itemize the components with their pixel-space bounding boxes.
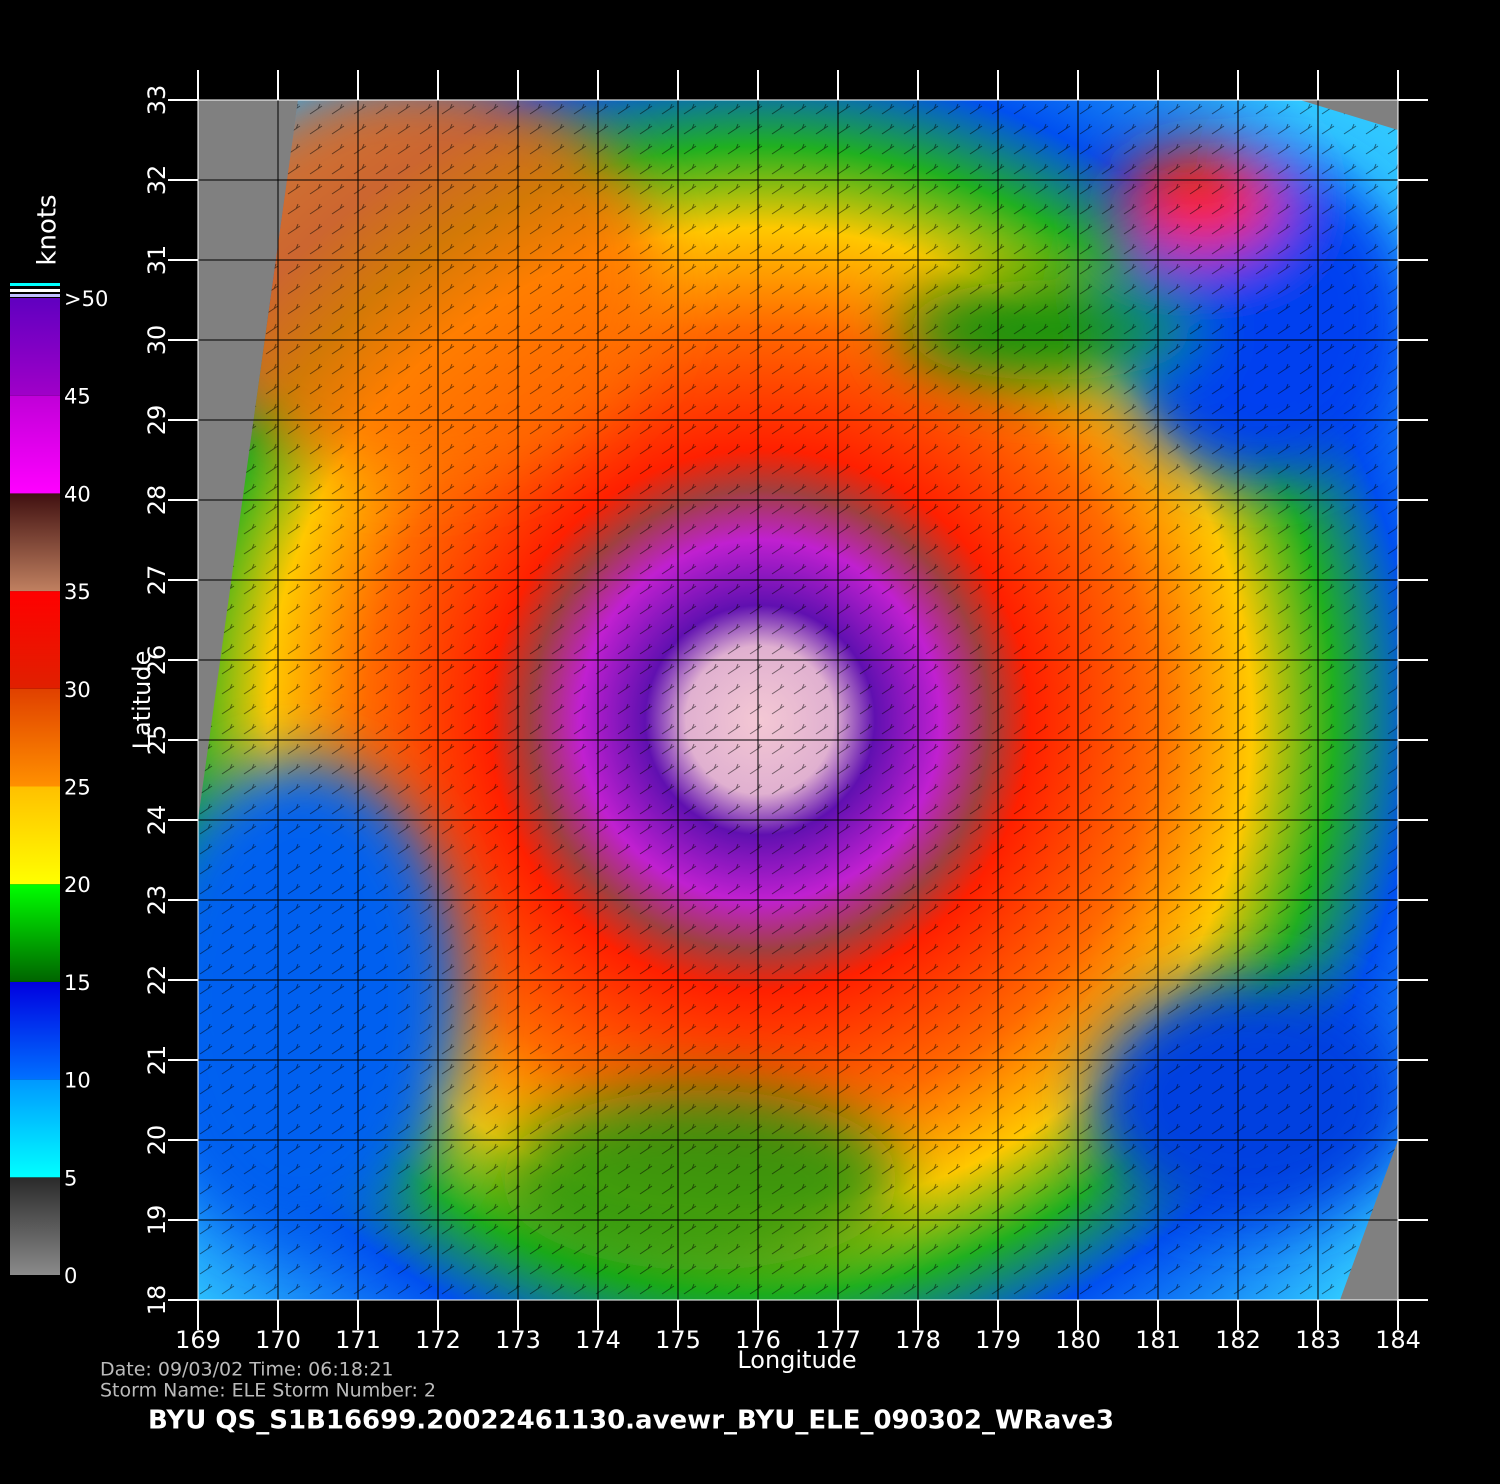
colorbar-tick-label: 35 (64, 580, 91, 604)
colorbar-tick-label: 0 (64, 1264, 77, 1288)
colorbar-cap (10, 294, 60, 297)
x-tick-label: 173 (495, 1326, 541, 1354)
x-tick-label: 172 (415, 1326, 461, 1354)
y-tick-label: 30 (143, 325, 171, 356)
y-tick-label: 32 (143, 165, 171, 196)
file-name: BYU QS_S1B16699.20022461130.avewr_BYU_EL… (148, 1406, 1114, 1436)
x-tick-label: 169 (175, 1326, 221, 1354)
y-tick-label: 18 (143, 1285, 171, 1316)
y-tick-label: 22 (143, 965, 171, 996)
y-tick-label: 25 (143, 725, 171, 756)
x-tick-label: 177 (815, 1326, 861, 1354)
colorbar-tick-label: 45 (64, 385, 91, 409)
x-tick-label: 179 (975, 1326, 1021, 1354)
colorbar-segment (10, 688, 60, 787)
x-tick-label: 181 (1135, 1326, 1181, 1354)
x-tick-label: 180 (1055, 1326, 1101, 1354)
colorbar-segment (10, 884, 60, 982)
colorbar-tick-label: 40 (64, 482, 91, 506)
colorbar-tick-label: 10 (64, 1069, 91, 1093)
x-tick-label: 182 (1215, 1326, 1261, 1354)
x-tick-label: 174 (575, 1326, 621, 1354)
y-axis-label: Latitude (128, 651, 156, 750)
y-tick-label: 21 (143, 1045, 171, 1076)
colorbar-cap (10, 289, 60, 292)
y-tick-label: 20 (143, 1125, 171, 1156)
y-tick-label: 26 (143, 645, 171, 676)
colorbar-segment (10, 591, 60, 689)
y-tick-label: 27 (143, 565, 171, 596)
x-tick-label: 176 (735, 1326, 781, 1354)
y-tick-label: 24 (143, 805, 171, 836)
colorbar-tick-label: 20 (64, 873, 91, 897)
colorbar-segment (10, 1177, 60, 1275)
x-tick-label: 170 (255, 1326, 301, 1354)
colorbar-tick-label: 15 (64, 971, 91, 995)
colorbar-label: knots (33, 194, 63, 265)
colorbar-segment (10, 298, 60, 396)
y-tick-label: 33 (143, 85, 171, 116)
colorbar-segment (10, 1079, 60, 1178)
colorbar-tick-label: >50 (64, 287, 108, 311)
x-axis-label: Longitude (737, 1346, 856, 1374)
date-line: Date: 09/03/02 Time: 06:18:21 (100, 1359, 394, 1381)
y-tick-label: 19 (143, 1205, 171, 1236)
colorbar-segment (10, 786, 60, 885)
y-tick-label: 28 (143, 485, 171, 516)
x-tick-label: 183 (1295, 1326, 1341, 1354)
x-tick-label: 171 (335, 1326, 381, 1354)
colorbar-segment (10, 981, 60, 1080)
imagery (198, 100, 1398, 1300)
colorbar-segment (10, 493, 60, 592)
colorbar-tick-label: 5 (64, 1166, 77, 1190)
y-tick-label: 29 (143, 405, 171, 436)
plot-frame (197, 99, 1399, 1301)
x-tick-label: 184 (1375, 1326, 1421, 1354)
colorbar-tick-label: 30 (64, 678, 91, 702)
colorbar-segment (10, 395, 60, 494)
y-tick-label: 23 (143, 885, 171, 916)
storm-line: Storm Name: ELE Storm Number: 2 (100, 1380, 436, 1402)
colorbar-tick-label: 25 (64, 776, 91, 800)
y-tick-label: 31 (143, 245, 171, 276)
x-tick-label: 175 (655, 1326, 701, 1354)
x-tick-label: 178 (895, 1326, 941, 1354)
colorbar-cap (10, 283, 60, 286)
